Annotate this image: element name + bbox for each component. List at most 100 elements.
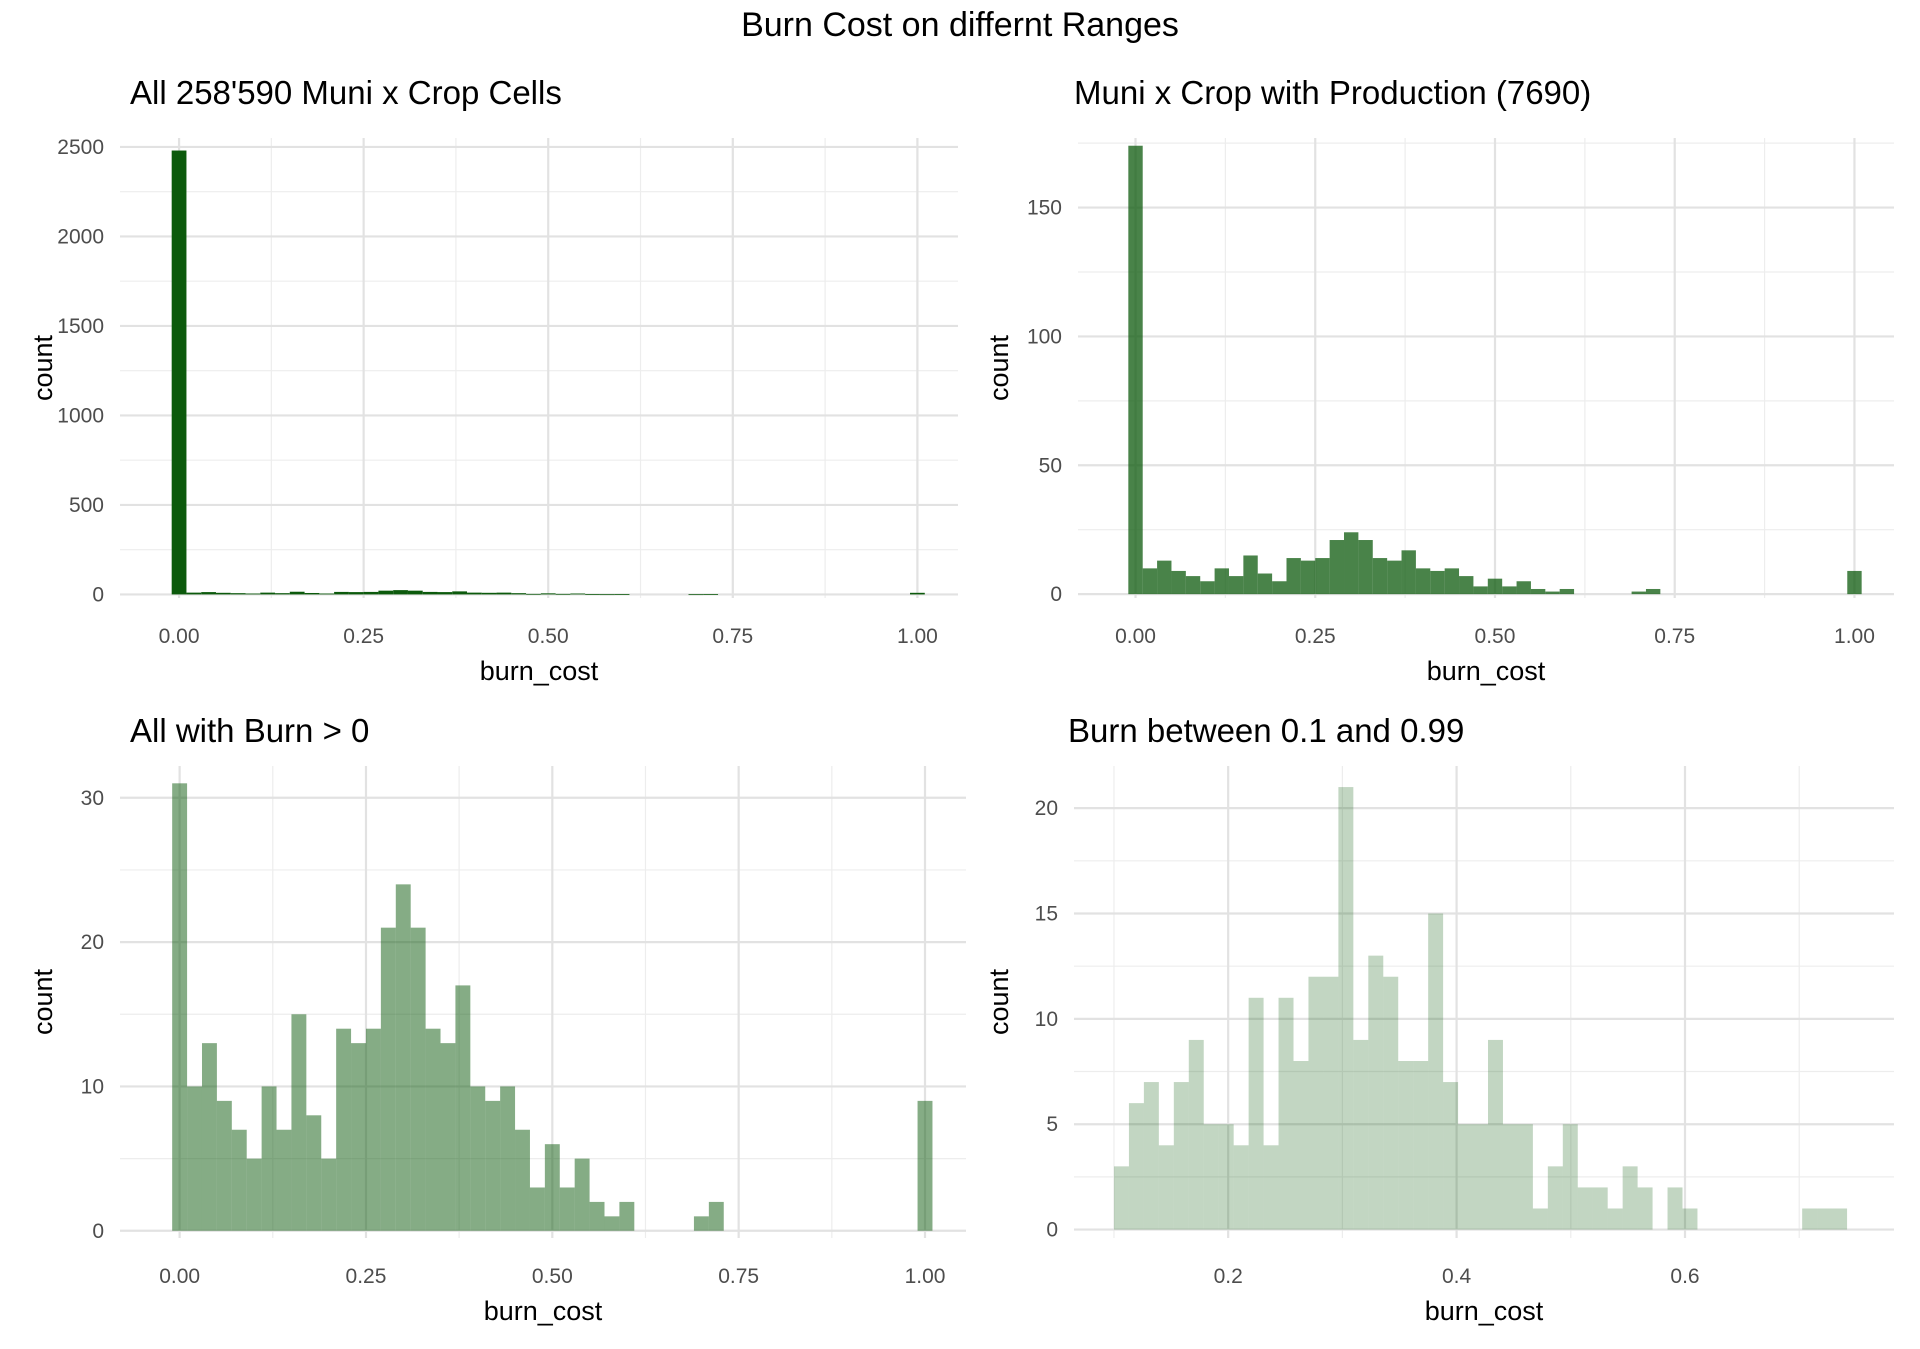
histogram-bar [470, 1086, 486, 1231]
histogram-bar [693, 1216, 709, 1231]
x-tick-label: 1.00 [905, 1265, 946, 1288]
x-tick-label: 0.75 [1654, 625, 1695, 648]
x-axis-label: burn_cost [484, 1296, 603, 1326]
histogram-bar [1401, 550, 1416, 595]
histogram-bar [496, 592, 512, 595]
histogram-bar [1682, 1208, 1698, 1230]
x-tick-label: 0.25 [343, 625, 384, 648]
histogram-bar [1272, 581, 1287, 595]
histogram-bar [1158, 1145, 1174, 1230]
histogram-bar [348, 592, 364, 595]
x-tick-label: 0.50 [528, 625, 569, 648]
histogram-bar [589, 1201, 605, 1231]
histogram-bar [574, 1158, 590, 1231]
x-axis-label: burn_cost [480, 656, 599, 686]
y-axis-label: count [984, 968, 1014, 1035]
histogram-bar [187, 1086, 202, 1231]
histogram-bar [410, 927, 426, 1231]
histogram-bar [1171, 570, 1186, 595]
histogram-bar [467, 592, 482, 595]
histogram-bar [260, 592, 276, 595]
histogram-bar [1286, 558, 1301, 595]
histogram-bar [319, 593, 335, 595]
histogram-bar [1263, 1145, 1279, 1230]
histogram-bar [336, 1028, 352, 1231]
histogram-bar [1398, 1061, 1414, 1230]
y-tick-label: 500 [69, 494, 104, 517]
histogram-bar [246, 1158, 262, 1231]
histogram-bar [1645, 588, 1661, 595]
histogram-bar [363, 591, 379, 595]
y-tick-label: 30 [81, 787, 104, 810]
histogram-bar [306, 1115, 322, 1231]
histogram-bar [1344, 532, 1359, 595]
histogram-bar [289, 591, 305, 595]
histogram-bar [321, 1158, 337, 1231]
histogram-bar [500, 1086, 516, 1231]
x-tick-label: 1.00 [1834, 625, 1875, 648]
histogram-bar [452, 591, 468, 595]
histogram-bar [1622, 1166, 1638, 1230]
histogram-bar [604, 1216, 620, 1231]
histogram-bar [540, 593, 556, 595]
histogram-bar [1358, 540, 1373, 595]
histogram-bar [529, 1187, 545, 1231]
histogram-bar [570, 593, 586, 595]
histogram-bar [1188, 1039, 1204, 1230]
x-tick-label: 0.00 [159, 625, 200, 648]
x-tick-label: 0.6 [1670, 1265, 1699, 1288]
y-tick-label: 2000 [57, 225, 104, 248]
histogram-bar [1545, 591, 1560, 595]
y-tick-label: 0 [92, 1220, 104, 1243]
histogram-bar [599, 594, 615, 596]
y-tick-label: 15 [1035, 903, 1058, 926]
histogram-bar [1233, 1145, 1249, 1230]
histogram-bar [703, 594, 719, 595]
histogram-bar [1631, 591, 1646, 595]
x-tick-label: 0.4 [1442, 1265, 1472, 1288]
x-axis-label: burn_cost [1427, 656, 1546, 686]
histogram-bar [544, 1144, 560, 1231]
histogram-bar [585, 594, 600, 595]
histogram-bar [1530, 588, 1546, 595]
histogram-bar [1387, 560, 1402, 595]
y-tick-label: 0 [1046, 1219, 1058, 1242]
histogram-bar [230, 593, 246, 595]
panel-2: 0 50 100 150 0.00 0.25 0.50 0.75 1.00 burn_cost co… [984, 74, 1894, 686]
histogram-bar [380, 927, 396, 1231]
panel-3: 0 10 20 30 0.00 0.25 0.50 0.75 1.00 burn_cost coun… [28, 712, 966, 1326]
histogram-bar [1315, 558, 1330, 595]
histogram-bar [186, 592, 202, 595]
histogram-bar [1113, 1166, 1129, 1230]
histogram-bar [455, 985, 471, 1231]
figure-title: Burn Cost on differnt Ranges [741, 6, 1179, 44]
y-tick-label: 10 [81, 1075, 104, 1098]
histogram-bar [1487, 1039, 1503, 1230]
histogram-bar [1143, 1082, 1159, 1230]
x-tick-label: 0.00 [159, 1265, 200, 1288]
panel-4: 0 5 10 15 20 0.2 0.4 0.6 burn_cost count Burn betw… [984, 712, 1894, 1326]
histogram-bar [215, 592, 231, 595]
histogram-bar [275, 593, 290, 595]
y-axis-label: count [984, 334, 1014, 401]
y-tick-label: 20 [1035, 797, 1058, 820]
histogram-bar [1607, 1208, 1623, 1230]
histogram-bar [201, 1043, 217, 1231]
histogram-bar [1185, 576, 1201, 595]
histogram-bar [619, 1201, 635, 1231]
x-tick-label: 0.2 [1214, 1265, 1243, 1288]
x-tick-label: 0.25 [346, 1265, 387, 1288]
histogram-bar [526, 593, 541, 595]
histogram-bar [304, 592, 320, 595]
histogram-bar [216, 1100, 232, 1231]
histogram-bar [1372, 558, 1388, 595]
x-tick-label: 0.50 [1475, 625, 1516, 648]
histogram-bar [1214, 568, 1229, 595]
y-tick-label: 5 [1046, 1113, 1058, 1136]
histogram-bar [1228, 576, 1244, 595]
y-tick-label: 0 [92, 583, 104, 606]
y-tick-label: 50 [1039, 454, 1062, 477]
histogram-bar [378, 590, 394, 595]
x-tick-label: 1.00 [897, 625, 938, 648]
